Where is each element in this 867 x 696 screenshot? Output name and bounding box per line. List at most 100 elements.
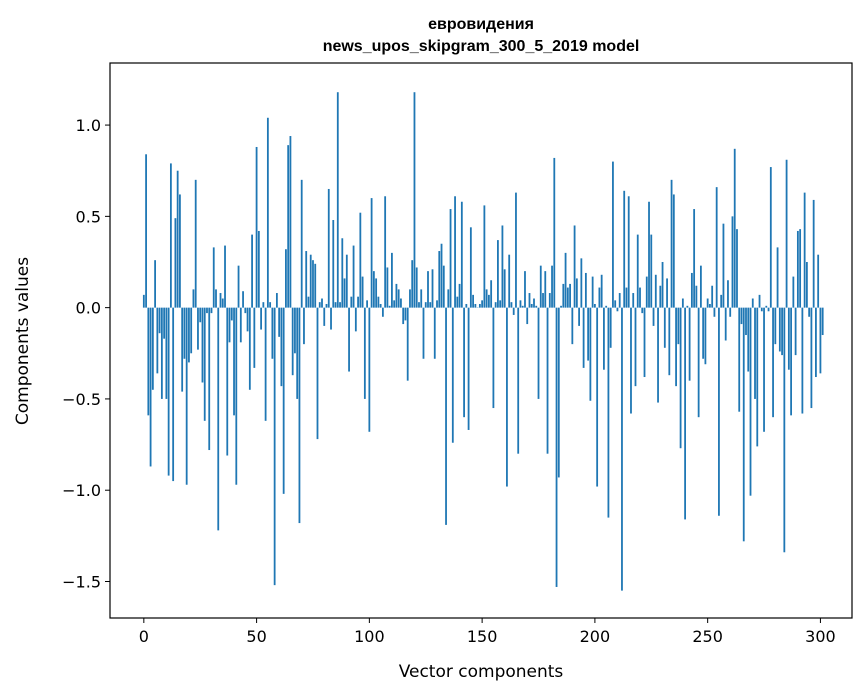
bar xyxy=(745,307,747,336)
bar xyxy=(203,307,206,421)
bar xyxy=(460,201,463,308)
bar xyxy=(639,287,641,308)
bar xyxy=(226,307,229,456)
bar xyxy=(217,307,220,531)
bar xyxy=(503,269,506,308)
bar xyxy=(512,307,515,315)
bar xyxy=(695,285,698,308)
bar xyxy=(418,302,420,308)
bar xyxy=(767,307,770,312)
bar xyxy=(381,307,384,317)
bar xyxy=(436,300,438,308)
bar xyxy=(756,307,759,447)
chart-subtitle: news_upos_skipgram_300_5_2019 model xyxy=(323,38,640,55)
bar xyxy=(303,307,305,345)
bar xyxy=(551,265,553,308)
bar xyxy=(763,307,765,432)
bar xyxy=(562,283,565,308)
bar xyxy=(607,307,610,518)
bar xyxy=(271,307,274,359)
bar xyxy=(794,307,797,356)
bar xyxy=(781,307,783,356)
bar xyxy=(192,289,195,308)
bar xyxy=(729,307,732,317)
bar xyxy=(467,307,470,430)
bar xyxy=(799,229,802,308)
bar xyxy=(433,307,436,359)
bar-series xyxy=(142,92,824,591)
bar xyxy=(341,238,344,308)
bar xyxy=(287,145,290,308)
bar xyxy=(796,230,799,308)
bar xyxy=(483,205,486,308)
bar xyxy=(485,289,488,308)
bar xyxy=(641,307,644,314)
bar xyxy=(566,287,569,308)
bar xyxy=(294,307,296,354)
bar xyxy=(372,271,375,308)
bar xyxy=(451,307,454,443)
bar xyxy=(357,296,359,308)
bar xyxy=(697,307,700,418)
bar xyxy=(704,307,707,365)
bar xyxy=(747,307,750,372)
chart-title: евровидения xyxy=(428,16,534,33)
bar xyxy=(731,216,734,308)
bar xyxy=(557,307,560,478)
x-tick-label: 150 xyxy=(467,627,498,646)
bar xyxy=(686,305,689,308)
bar xyxy=(215,289,217,308)
bar xyxy=(711,285,714,308)
bar xyxy=(652,307,655,326)
bar xyxy=(210,307,213,314)
y-axis: −1.5 −1.0 −0.5 0.0 0.5 1.0 xyxy=(62,116,110,591)
bar xyxy=(740,307,743,325)
bar xyxy=(197,307,199,350)
bar xyxy=(212,247,215,308)
bar xyxy=(661,262,664,308)
bar xyxy=(194,179,197,308)
bar xyxy=(169,163,172,308)
bar xyxy=(147,307,150,416)
bar xyxy=(643,307,646,378)
bar xyxy=(253,307,256,368)
bar xyxy=(442,265,445,308)
y-tick-label: 1.0 xyxy=(76,116,101,135)
bar xyxy=(289,136,292,308)
bar xyxy=(172,307,175,482)
bar xyxy=(819,307,822,374)
bar xyxy=(321,298,323,308)
bar xyxy=(456,296,459,308)
bar xyxy=(659,285,662,308)
bar xyxy=(402,307,405,325)
bar xyxy=(469,227,472,308)
bar xyxy=(571,307,574,345)
bar xyxy=(262,302,265,308)
bar xyxy=(474,303,477,308)
bar xyxy=(702,307,705,359)
x-tick-label: 250 xyxy=(692,627,723,646)
bar xyxy=(233,307,235,416)
bar xyxy=(478,303,481,308)
bar xyxy=(672,194,675,308)
bar xyxy=(555,307,558,587)
bar xyxy=(330,307,332,330)
y-tick-label: 0.0 xyxy=(76,299,101,318)
bar xyxy=(154,260,156,308)
bar xyxy=(605,305,608,308)
bar xyxy=(733,148,736,308)
y-tick-label: −0.5 xyxy=(62,390,101,409)
bar xyxy=(778,307,781,352)
bar xyxy=(244,307,247,314)
bar xyxy=(618,293,621,308)
bar xyxy=(165,307,168,399)
x-tick-label: 300 xyxy=(805,627,836,646)
bar xyxy=(350,296,353,308)
bar xyxy=(530,303,533,308)
bar xyxy=(375,278,378,308)
bar xyxy=(521,305,524,308)
bar xyxy=(406,307,409,381)
bar xyxy=(677,307,680,345)
bar xyxy=(309,254,312,308)
bar xyxy=(185,307,188,485)
